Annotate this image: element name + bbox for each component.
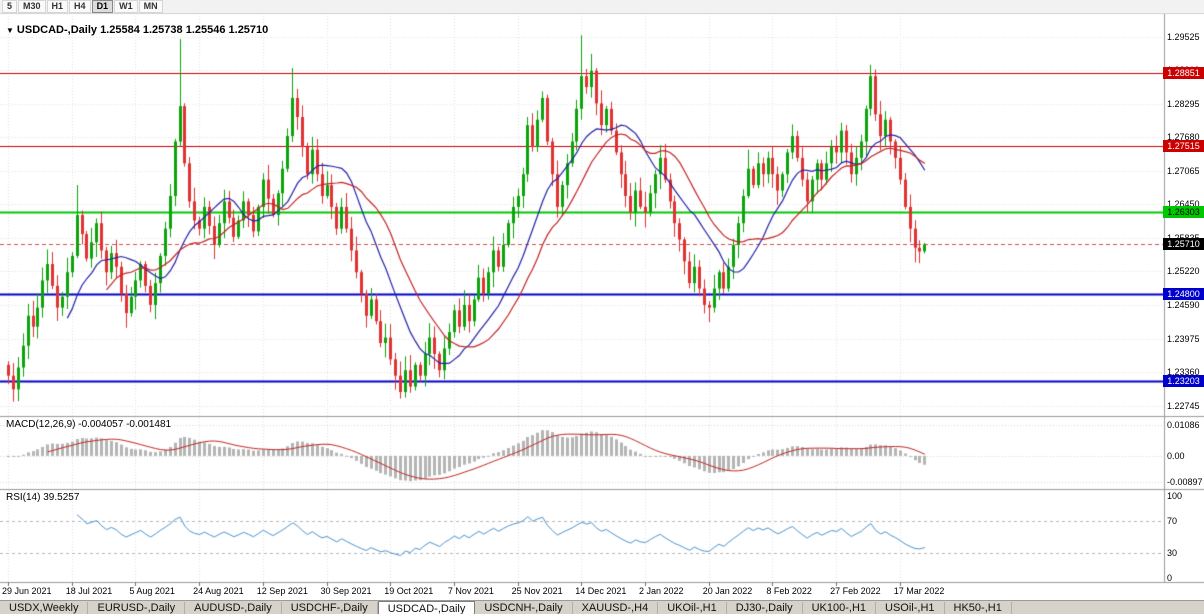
chart-expand-icon[interactable]: ▼ [6, 26, 14, 35]
tab-audusd-daily[interactable]: AUDUSD-,Daily [185, 601, 282, 614]
tab-usdchf-daily[interactable]: USDCHF-,Daily [282, 601, 378, 614]
tab-xauusd-h4[interactable]: XAUUSD-,H4 [573, 601, 659, 614]
tab-usoil-h1[interactable]: USOil-,H1 [876, 601, 945, 614]
tab-eurusd-daily[interactable]: EURUSD-,Daily [88, 601, 186, 614]
timeframe-button-mn[interactable]: MN [138, 0, 163, 13]
chart-canvas[interactable] [0, 0, 1204, 600]
timeframe-button-w1[interactable]: W1 [114, 0, 138, 13]
timeframe-toolbar: 5 M30 H1 H4 D1 W1 MN [0, 0, 1204, 14]
timeframe-button-h1[interactable]: H1 [46, 0, 69, 13]
tab-uk100-h1[interactable]: UK100-,H1 [803, 601, 877, 614]
tab-usdcad-daily[interactable]: USDCAD-,Daily [377, 600, 476, 614]
tab-hk50-h1[interactable]: HK50-,H1 [945, 601, 1012, 614]
timeframe-button-m30[interactable]: M30 [18, 0, 46, 13]
tab-dj30-daily[interactable]: DJ30-,Daily [727, 601, 803, 614]
timeframe-button-5[interactable]: 5 [2, 0, 18, 13]
tab-usdx-weekly[interactable]: USDX,Weekly [0, 601, 89, 614]
tab-ukoil-h1[interactable]: UKOil-,H1 [658, 601, 727, 614]
tab-usdcnh-daily[interactable]: USDCNH-,Daily [475, 601, 573, 614]
timeframe-button-h4[interactable]: H4 [69, 0, 91, 13]
timeframe-button-d1[interactable]: D1 [91, 0, 114, 13]
chart-tab-bar: USDX,Weekly EURUSD-,Daily AUDUSD-,Daily USD… [0, 600, 1204, 614]
